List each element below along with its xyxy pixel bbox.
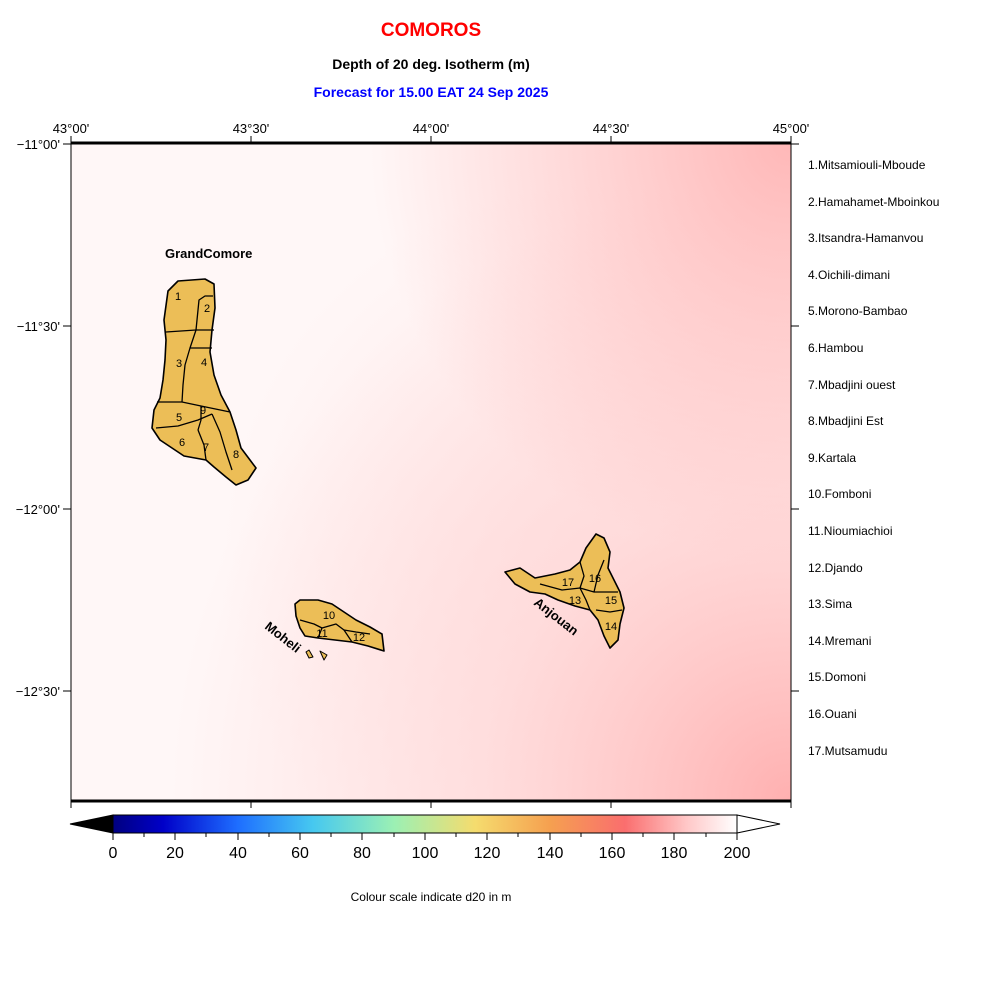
colorbar-high-arrow xyxy=(736,814,781,834)
grand-comore-label: GrandComore xyxy=(165,246,252,261)
colorbar-tick: 120 xyxy=(474,845,501,862)
region-number: 8 xyxy=(233,449,239,461)
forecast-time: Forecast for 15.00 EAT 24 Sep 2025 xyxy=(313,84,549,100)
lon-label: 44°00' xyxy=(413,121,450,136)
d20-field xyxy=(71,144,791,800)
colorbar-tick: 180 xyxy=(661,845,688,862)
colorbar-tick: 160 xyxy=(599,845,626,862)
colorbar-tick: 60 xyxy=(291,845,309,862)
legend-item: 11.Nioumiachioi xyxy=(808,523,893,538)
colorbar-tick: 0 xyxy=(109,845,118,862)
legend-item: 3.Itsandra-Hamanvou xyxy=(808,231,924,246)
region-number: 11 xyxy=(316,628,327,640)
lat-label: −11°00' xyxy=(17,137,60,152)
region-number: 12 xyxy=(353,632,365,644)
legend-item: 17.Mutsamudu xyxy=(808,743,888,758)
region-number: 5 xyxy=(176,412,182,424)
colorbar-tick: 140 xyxy=(537,845,564,862)
colorbar-tick: 200 xyxy=(724,845,751,862)
legend-item: 15.Domoni xyxy=(808,670,867,685)
region-number: 15 xyxy=(605,595,617,607)
colorbar-tick: 100 xyxy=(412,845,439,862)
legend-item: 4.Oichili-dimani xyxy=(808,267,891,282)
lon-label: 43°30' xyxy=(233,121,270,136)
colorbar-low-arrow xyxy=(69,814,114,834)
axis-ticks xyxy=(63,136,799,808)
region-number: 2 xyxy=(204,303,210,315)
region-number: 1 xyxy=(175,291,181,303)
lat-label: −11°30' xyxy=(17,319,60,334)
region-number: 14 xyxy=(605,621,617,633)
legend-item: 9.Kartala xyxy=(808,450,857,465)
lon-label: 45°00' xyxy=(773,121,810,136)
colorbar-tick: 40 xyxy=(229,845,247,862)
lat-label: −12°30' xyxy=(16,684,60,699)
region-number: 4 xyxy=(201,357,207,369)
region-legend: 1.Mitsamiouli-Mboude 2.Hamahamet-Mboinko… xyxy=(808,158,939,780)
legend-item: 7.Mbadjini ouest xyxy=(808,377,896,392)
lon-label: 44°30' xyxy=(593,121,630,136)
legend-item: 10.Fomboni xyxy=(808,487,872,502)
region-number: 3 xyxy=(176,358,182,370)
legend-item: 5.Morono-Bambao xyxy=(808,304,908,319)
legend-item: 6.Hambou xyxy=(808,340,864,355)
region-number: 7 xyxy=(203,442,209,454)
region-number: 16 xyxy=(589,573,601,585)
region-number: 17 xyxy=(562,577,574,589)
legend-item: 8.Mbadjini Est xyxy=(808,414,884,429)
anjouan-island xyxy=(504,533,625,649)
region-number: 9 xyxy=(200,405,206,417)
region-number: 13 xyxy=(569,595,581,607)
legend-item: 13.Sima xyxy=(808,597,853,612)
legend-item: 12.Djando xyxy=(808,560,863,575)
legend-item: 1.Mitsamiouli-Mboude xyxy=(808,158,926,172)
moheli-island xyxy=(294,599,385,661)
lon-label: 43°00' xyxy=(53,121,90,136)
colorbar-caption: Colour scale indicate d20 in m xyxy=(350,890,512,904)
region-number: 6 xyxy=(179,437,185,449)
region-number: 10 xyxy=(323,610,335,622)
legend-item: 14.Mremani xyxy=(808,633,872,648)
map-title: COMOROS xyxy=(380,20,482,41)
grand-comore-island xyxy=(151,278,257,486)
colorbar-tick: 20 xyxy=(166,845,184,862)
colorbar-tick: 80 xyxy=(353,845,371,862)
colorbar: 0 20 40 60 80 100 120 140 160 180 200 xyxy=(69,814,781,862)
legend-item: 16.Ouani xyxy=(808,706,857,721)
map-subtitle: Depth of 20 deg. Isotherm (m) xyxy=(332,56,530,72)
lat-label: −12°00' xyxy=(16,502,60,517)
legend-item: 2.Hamahamet-Mboinkou xyxy=(808,194,940,209)
